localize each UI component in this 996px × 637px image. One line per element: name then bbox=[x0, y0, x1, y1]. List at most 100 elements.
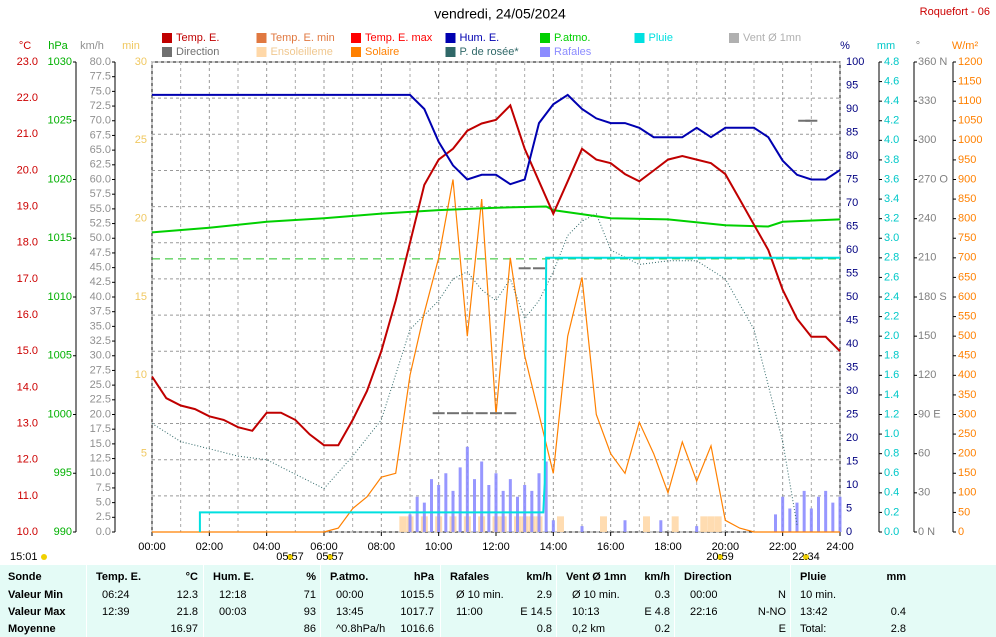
axis-title: ° bbox=[916, 40, 920, 52]
y-tick-label: 15.0 bbox=[17, 345, 38, 357]
chart-title: vendredi, 24/05/2024 bbox=[434, 6, 566, 22]
y-tick-label: 40.0 bbox=[90, 291, 111, 303]
bar bbox=[523, 485, 527, 532]
y-tick-label: 0.2 bbox=[884, 506, 899, 518]
cell-right: 0.3 bbox=[654, 589, 670, 601]
y-tick-label: 1150 bbox=[958, 75, 982, 87]
y-tick-label: 30 bbox=[135, 56, 147, 68]
y-tick-label: 2.0 bbox=[884, 330, 899, 342]
legend-label: Ensoleilleme bbox=[271, 46, 333, 58]
footer-time: 05:57 bbox=[316, 551, 344, 563]
cell-right: 1016.6 bbox=[400, 623, 434, 635]
cell-left: 00:00 bbox=[336, 589, 364, 601]
y-tick-label: 10.0 bbox=[17, 526, 38, 538]
y-tick-label: 1010 bbox=[48, 291, 72, 303]
y-tick-label: 12.5 bbox=[90, 452, 111, 464]
x-tick-label: 10:00 bbox=[425, 541, 453, 553]
y-tick-label: 0.0 bbox=[96, 526, 111, 538]
y-tick-label: 995 bbox=[54, 467, 72, 479]
y-tick-label: 1.6 bbox=[884, 369, 899, 381]
sun-marker bbox=[287, 554, 293, 560]
y-tick-label: 35.0 bbox=[90, 320, 111, 332]
y-tick-label: 22.5 bbox=[90, 394, 111, 406]
bar bbox=[444, 473, 448, 532]
y-tick-label: 2.5 bbox=[96, 511, 111, 523]
bar bbox=[516, 496, 519, 532]
y-tick-label: 4.6 bbox=[884, 75, 899, 87]
row-label: Valeur Min bbox=[8, 589, 64, 601]
column-unit: km/h bbox=[526, 571, 552, 583]
legend-swatch bbox=[256, 33, 267, 43]
column-header: P.atmo. bbox=[330, 571, 369, 583]
x-tick-label: 04:00 bbox=[253, 541, 281, 553]
cell-right: E 4.8 bbox=[644, 606, 670, 618]
y-tick-label: 1.4 bbox=[884, 389, 899, 401]
y-tick-label: 850 bbox=[958, 193, 976, 205]
y-tick-label: 4.2 bbox=[884, 115, 899, 127]
footer-time: 22:34 bbox=[792, 551, 820, 563]
column-header: Sonde bbox=[8, 571, 42, 583]
bar bbox=[508, 479, 512, 532]
y-tick-label: 18.0 bbox=[17, 237, 38, 249]
y-tick-label: 1015 bbox=[48, 232, 72, 244]
x-tick-label: 02:00 bbox=[196, 541, 224, 553]
column-unit: % bbox=[306, 571, 316, 583]
y-tick-label: 20 bbox=[846, 432, 858, 444]
legend-label: Solaire bbox=[365, 46, 399, 58]
column-separator bbox=[203, 565, 204, 637]
y-tick-label: 2.4 bbox=[884, 291, 899, 303]
y-tick-label: 55 bbox=[846, 267, 858, 279]
y-tick-label: 17.0 bbox=[17, 273, 38, 285]
legend-swatch bbox=[445, 33, 456, 43]
bar bbox=[824, 490, 828, 532]
axis-title: °C bbox=[19, 40, 31, 52]
cell-right: 12.3 bbox=[176, 589, 198, 601]
y-tick-label: 72.5 bbox=[90, 100, 111, 112]
bar bbox=[671, 516, 679, 532]
bar bbox=[838, 496, 842, 532]
y-tick-label: 800 bbox=[958, 213, 976, 225]
legend-swatch bbox=[540, 47, 550, 57]
legend-label: Temp. E. min bbox=[271, 32, 335, 44]
y-tick-label: 0 bbox=[846, 526, 852, 538]
bar bbox=[415, 496, 419, 532]
column-header: Hum. E. bbox=[213, 571, 254, 583]
cell-right: 0.4 bbox=[890, 606, 906, 618]
footer-time: 15:01 bbox=[10, 551, 38, 563]
cell-right: 2.8 bbox=[890, 623, 906, 635]
legend-swatch bbox=[634, 33, 645, 43]
cell-left: ^0.8hPa/h bbox=[336, 623, 386, 635]
column-header: Temp. E. bbox=[96, 571, 142, 583]
bar bbox=[399, 516, 407, 532]
y-tick-label: 1020 bbox=[48, 173, 72, 185]
y-tick-label: 1.2 bbox=[884, 408, 899, 420]
cell-right: 2.9 bbox=[536, 589, 552, 601]
y-tick-label: 450 bbox=[958, 350, 976, 362]
x-tick-label: 12:00 bbox=[482, 541, 510, 553]
legend-swatch bbox=[256, 47, 267, 57]
y-tick-label: 30 bbox=[918, 487, 930, 499]
y-tick-label: 2.8 bbox=[884, 252, 899, 264]
y-tick-label: 20.0 bbox=[90, 408, 111, 420]
bar bbox=[430, 479, 433, 532]
y-tick-label: 950 bbox=[958, 154, 976, 166]
y-tick-label: 0.0 bbox=[884, 526, 899, 538]
y-tick-label: 60 bbox=[846, 244, 858, 256]
y-tick-label: 3.8 bbox=[884, 154, 899, 166]
series-line bbox=[151, 103, 841, 447]
sun-marker bbox=[41, 554, 47, 560]
cell-left: 13:42 bbox=[800, 606, 828, 618]
cell-right: 93 bbox=[303, 606, 316, 618]
legend-label: P.atmo. bbox=[554, 32, 591, 44]
y-tick-label: 500 bbox=[958, 330, 976, 342]
bar bbox=[487, 485, 491, 532]
cell-left: Ø 10 min. bbox=[456, 589, 504, 601]
cell-left: 10:13 bbox=[572, 606, 600, 618]
y-tick-label: 15.0 bbox=[90, 438, 111, 450]
legend-label: Pluie bbox=[649, 32, 673, 44]
y-tick-label: 90 bbox=[846, 103, 858, 115]
y-tick-label: 4.4 bbox=[884, 95, 899, 107]
y-tick-label: 150 bbox=[958, 467, 976, 479]
y-tick-label: 5 bbox=[141, 448, 147, 460]
y-tick-label: 65 bbox=[846, 220, 858, 232]
